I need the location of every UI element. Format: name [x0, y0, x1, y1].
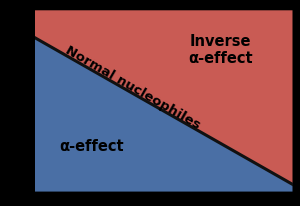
Text: α-effect: α-effect — [59, 139, 124, 154]
Text: Normal nucleophiles: Normal nucleophiles — [63, 43, 202, 131]
Text: Inverse
α-effect: Inverse α-effect — [188, 34, 253, 66]
Polygon shape — [34, 10, 292, 184]
Polygon shape — [34, 37, 292, 192]
